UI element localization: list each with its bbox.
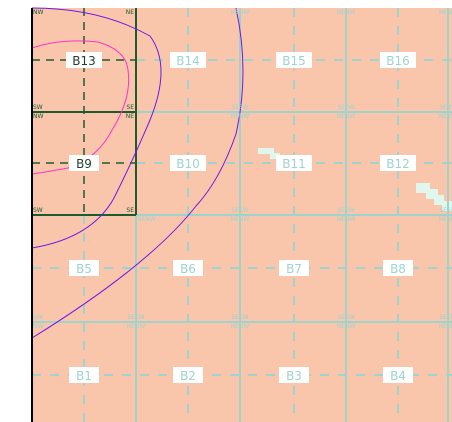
block-labels: B13 B14 B15 B16 B9 B10 B11 B12 <box>66 52 416 383</box>
corner-label: SW <box>33 104 43 111</box>
patch-b12 <box>416 183 452 211</box>
block-label-text: B15 <box>282 54 306 68</box>
block-label-text: B16 <box>386 54 410 68</box>
block-label-b7: B7 <box>279 260 309 276</box>
contour-purple-inner <box>31 7 162 249</box>
corner-label: NENW <box>127 323 146 330</box>
block-label-b6: B6 <box>173 260 203 276</box>
block-label-b14: B14 <box>170 52 206 68</box>
highlighted-block-dashes <box>32 8 136 215</box>
corner-label: SESW <box>439 104 452 111</box>
corner-label: SESW <box>231 104 248 111</box>
block-label-text: B2 <box>180 369 196 383</box>
block-label-text: B4 <box>390 369 406 383</box>
block-label-b15: B15 <box>276 52 312 68</box>
corner-label: NENW <box>337 323 356 330</box>
corner-label: SESW <box>231 314 248 321</box>
corner-labels: NW NE NENW NENW NENW SW NW SE NE SESW NE… <box>33 9 452 330</box>
corner-label: SESW <box>337 104 354 111</box>
corner-label: NW <box>33 323 43 330</box>
block-label-b4: B4 <box>383 367 413 383</box>
block-label-text: B5 <box>76 262 92 276</box>
block-label-text: B12 <box>386 157 410 171</box>
corner-label: NENW <box>337 216 356 223</box>
corner-label: SE <box>126 104 134 111</box>
block-label-text: B7 <box>286 262 302 276</box>
block-label-text: B14 <box>176 54 200 68</box>
block-label-b3: B3 <box>279 367 309 383</box>
corner-label: NENW <box>439 323 452 330</box>
corner-label: SE <box>126 207 134 214</box>
corner-label: NW <box>33 9 43 16</box>
corner-label: SW <box>33 314 43 321</box>
corner-label: NENW <box>439 113 452 120</box>
corner-label: SESW <box>439 207 452 214</box>
corner-label: NENW <box>231 9 250 16</box>
corner-label: SESW <box>127 314 144 321</box>
block-label-b16: B16 <box>380 52 416 68</box>
block-label-b2: B2 <box>173 367 203 383</box>
corner-label: NENW <box>231 216 250 223</box>
corner-label: NENW <box>337 113 356 120</box>
block-label-text: B6 <box>180 262 196 276</box>
corner-label: NENW <box>439 9 452 16</box>
block-label-b12: B12 <box>380 155 416 171</box>
block-label-text: B13 <box>72 54 96 68</box>
corner-label: SW <box>33 207 43 214</box>
corner-label: NE <box>126 113 134 120</box>
contour-purple-outer <box>31 7 244 339</box>
block-label-text: B11 <box>282 157 306 171</box>
block-label-b5: B5 <box>69 260 99 276</box>
block-label-text: B9 <box>76 157 92 171</box>
block-label-b8: B8 <box>383 260 413 276</box>
corner-label: NW <box>33 113 43 120</box>
corner-label: NENW <box>231 323 250 330</box>
block-label-text: B10 <box>176 157 200 171</box>
block-label-b11: B11 <box>276 155 312 171</box>
corner-label: NENW <box>439 216 452 223</box>
block-label-text: B1 <box>76 369 92 383</box>
corner-label: NE <box>126 9 134 16</box>
block-label-b9: B9 <box>69 155 99 171</box>
block-label-b10: B10 <box>170 155 206 171</box>
block-label-b13: B13 <box>66 52 102 68</box>
corner-label: SESW <box>337 314 354 321</box>
block-label-text: B8 <box>390 262 406 276</box>
corner-label: SESW <box>231 207 248 214</box>
corner-label: SESW <box>439 314 452 321</box>
corner-label: NENW <box>231 113 250 120</box>
contour-magenta <box>31 40 130 175</box>
corner-label: NENW <box>337 9 356 16</box>
block-label-text: B3 <box>286 369 302 383</box>
corner-label: NENW <box>137 216 156 223</box>
corner-label: SESW <box>337 207 354 214</box>
block-label-b1: B1 <box>69 367 99 383</box>
